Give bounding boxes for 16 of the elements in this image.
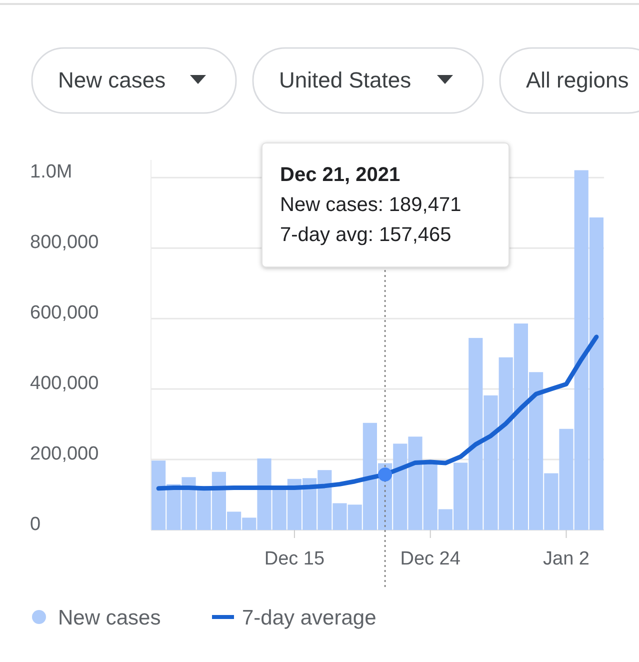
y-tick-label: 200,000 [30, 443, 99, 464]
legend-label: 7-day average [242, 606, 376, 630]
annotation: Dec 21, 2021 New cases: 189,471 7-day avg: 157,465 [280, 164, 462, 246]
legend-label: New cases [58, 606, 161, 630]
y-tick-label: 0 [30, 514, 41, 535]
dropdown-button: United States [252, 47, 484, 114]
dropdown-button: New cases [31, 47, 237, 114]
dropdown-button: All regions [499, 47, 639, 114]
y-tick-label: 1.0M [30, 162, 72, 183]
x-tick-label: Jan 2 [543, 548, 590, 570]
y-tick-label: 800,000 [30, 232, 99, 253]
tooltip-card: Dec 21, 2021 New cases: 189,471 7-day avg: 157,465 [262, 142, 510, 268]
x-tick-label: Dec 15 [264, 548, 325, 570]
x-tick-label: Dec 24 [400, 548, 461, 570]
y-tick-label: 600,000 [30, 302, 99, 324]
y-tick-label: 400,000 [30, 372, 99, 394]
